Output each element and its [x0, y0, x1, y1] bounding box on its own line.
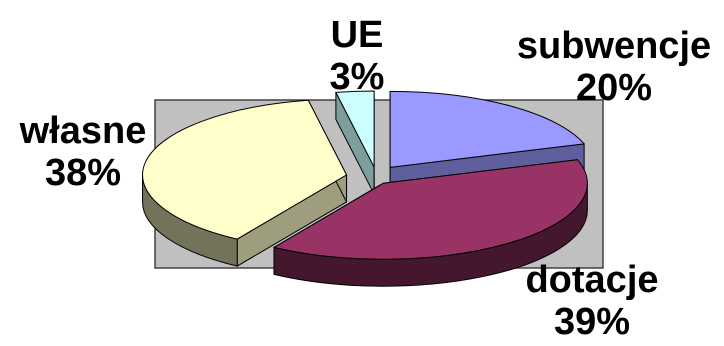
- category-label: własne: [19, 110, 147, 152]
- pie-slice-własne: [142, 99, 348, 267]
- pie-slice-top-własne: [142, 99, 348, 240]
- category-label: subwencje: [517, 25, 711, 67]
- pie-slice-top-subwencje: [389, 90, 586, 168]
- value-label: 38%: [45, 152, 121, 194]
- pie-slice-top-dotacje: [272, 159, 588, 260]
- value-label: 20%: [576, 67, 652, 109]
- pie-slices: [142, 90, 588, 287]
- value-label: 3%: [330, 56, 385, 98]
- data-label-dotacje: dotacje 39%: [525, 259, 658, 341]
- data-label-subwencje: subwencje 20%: [517, 25, 711, 109]
- category-label: dotacje: [525, 259, 658, 301]
- category-label: UE: [331, 14, 384, 56]
- pie-slice-dotacje: [272, 159, 588, 287]
- pie-slice-top-UE: [335, 90, 375, 168]
- value-label: 39%: [554, 301, 630, 341]
- data-label-własne: własne 38%: [19, 110, 147, 194]
- data-label-UE: UE 3%: [330, 14, 385, 98]
- pie-slice-UE: [335, 90, 375, 195]
- pie-labels: subwencje 20% dotacje 39% własne 38% UE 3%: [19, 14, 712, 343]
